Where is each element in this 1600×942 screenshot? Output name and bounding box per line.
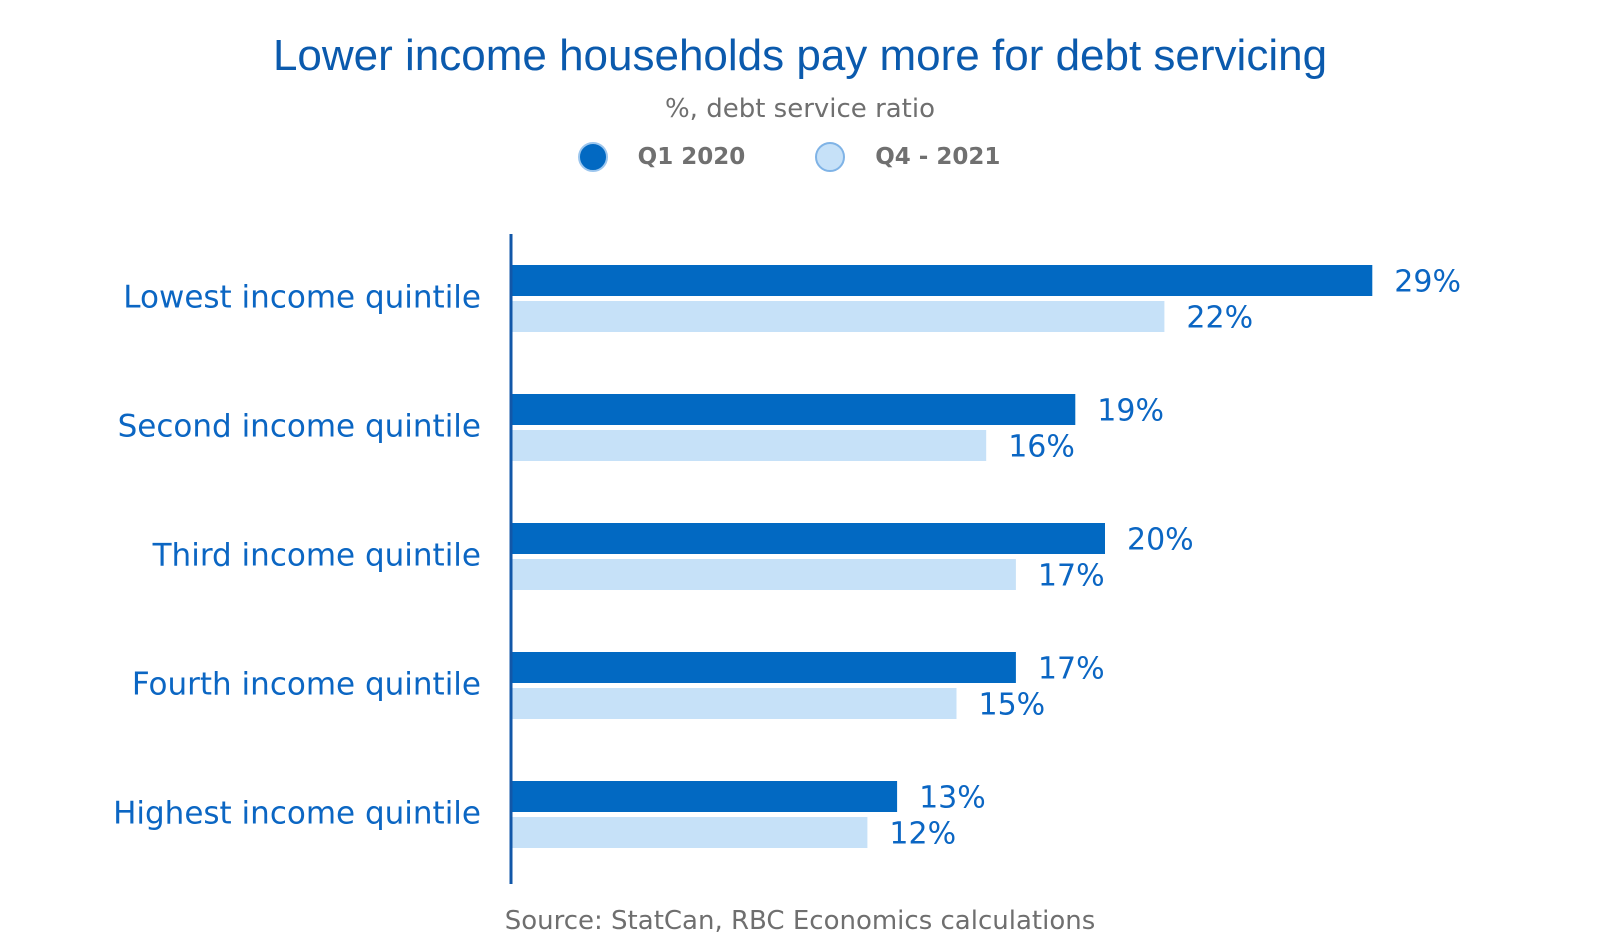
bar-q4-2021-fourth-income-quintile[interactable] — [511, 688, 957, 719]
source-note: Source: StatCan, RBC Economics calculati… — [504, 906, 1096, 936]
bar-q4-2021-second-income-quintile[interactable] — [511, 430, 987, 461]
bar-q1-2020-lowest-income-quintile[interactable] — [511, 265, 1373, 296]
category-label-fourth-income-quintile: Fourth income quintile — [132, 667, 481, 703]
legend-swatch-q4-2021 — [815, 142, 846, 172]
legend-label-q4-2021: Q4 - 2021 — [875, 144, 1001, 170]
data-label-q1-2020-lowest-income-quintile: 29% — [1394, 265, 1461, 300]
bar-q4-2021-third-income-quintile[interactable] — [511, 559, 1016, 590]
category-label-lowest-income-quintile: Lowest income quintile — [123, 280, 481, 316]
category-label-second-income-quintile: Second income quintile — [118, 409, 481, 445]
bar-q1-2020-highest-income-quintile[interactable] — [511, 781, 898, 812]
chart-legend: Q1 2020 Q4 - 2021 — [0, 142, 1600, 172]
data-label-q1-2020-second-income-quintile: 19% — [1097, 394, 1164, 429]
legend-swatch-q1-2020 — [577, 142, 608, 172]
data-label-q4-2021-second-income-quintile: 16% — [1008, 430, 1075, 465]
data-label-q4-2021-lowest-income-quintile: 22% — [1186, 301, 1253, 336]
legend-item-q4-2021[interactable]: Q4 - 2021 — [815, 142, 1000, 172]
category-label-highest-income-quintile: Highest income quintile — [113, 796, 481, 832]
legend-item-q1-2020[interactable]: Q1 2020 — [577, 142, 746, 172]
bar-q4-2021-highest-income-quintile[interactable] — [511, 817, 868, 848]
category-label-third-income-quintile: Third income quintile — [152, 538, 481, 574]
legend-label-q1-2020: Q1 2020 — [637, 144, 746, 170]
chart-subtitle: %, debt service ratio — [664, 94, 936, 124]
data-label-q1-2020-third-income-quintile: 20% — [1127, 523, 1194, 558]
bar-q1-2020-second-income-quintile[interactable] — [511, 394, 1076, 425]
data-label-q4-2021-highest-income-quintile: 12% — [889, 817, 956, 852]
bar-q4-2021-lowest-income-quintile[interactable] — [511, 301, 1165, 332]
data-label-q1-2020-highest-income-quintile: 13% — [919, 781, 986, 816]
bar-q1-2020-third-income-quintile[interactable] — [511, 523, 1105, 554]
chart-title: Lower income households pay more for deb… — [272, 31, 1328, 80]
data-label-q4-2021-third-income-quintile: 17% — [1038, 559, 1105, 594]
data-label-q4-2021-fourth-income-quintile: 15% — [979, 688, 1046, 723]
data-label-q1-2020-fourth-income-quintile: 17% — [1038, 652, 1105, 687]
bar-q1-2020-fourth-income-quintile[interactable] — [511, 652, 1016, 683]
